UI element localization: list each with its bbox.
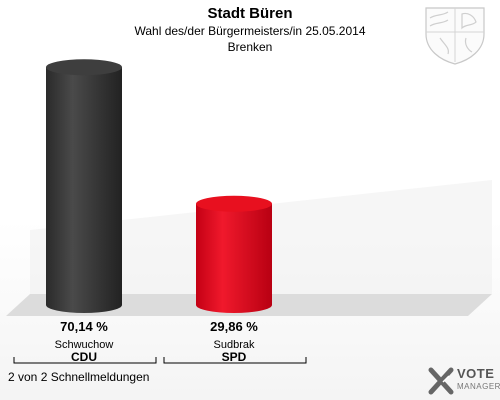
- category-bracket-2: [163, 357, 307, 364]
- category-bracket-1: [13, 357, 157, 364]
- bar-top: [196, 195, 272, 212]
- vote-manager-x-icon: [428, 367, 454, 395]
- logo-line-2: MANAGER: [457, 382, 500, 391]
- party-label: SPD: [221, 350, 247, 364]
- logo-line-1: VOTE: [457, 366, 495, 381]
- party-label: CDU: [71, 350, 97, 364]
- candidate-label: Schwuchow: [54, 339, 114, 351]
- bar-value-label: 70,14 %: [60, 319, 108, 334]
- status-text: 2 von 2 Schnellmeldungen: [8, 370, 150, 384]
- bar-value-label: 29,86 %: [210, 319, 258, 334]
- election-subtitle: Wahl des/der Bürgermeisters/in 25.05.201…: [134, 24, 366, 38]
- district-name: Brenken: [227, 40, 273, 54]
- bar-top: [46, 59, 122, 76]
- candidate-label: Sudbrak: [213, 339, 255, 351]
- bar-schwuchow: [46, 59, 122, 313]
- bar-body: [196, 203, 272, 313]
- bar-sudbrak: [196, 195, 272, 313]
- vote-manager-logo: VOTE MANAGER: [427, 366, 500, 398]
- bar-body: [46, 67, 122, 313]
- coat-of-arms-icon: [425, 7, 485, 65]
- page-title: Stadt Büren: [207, 5, 293, 22]
